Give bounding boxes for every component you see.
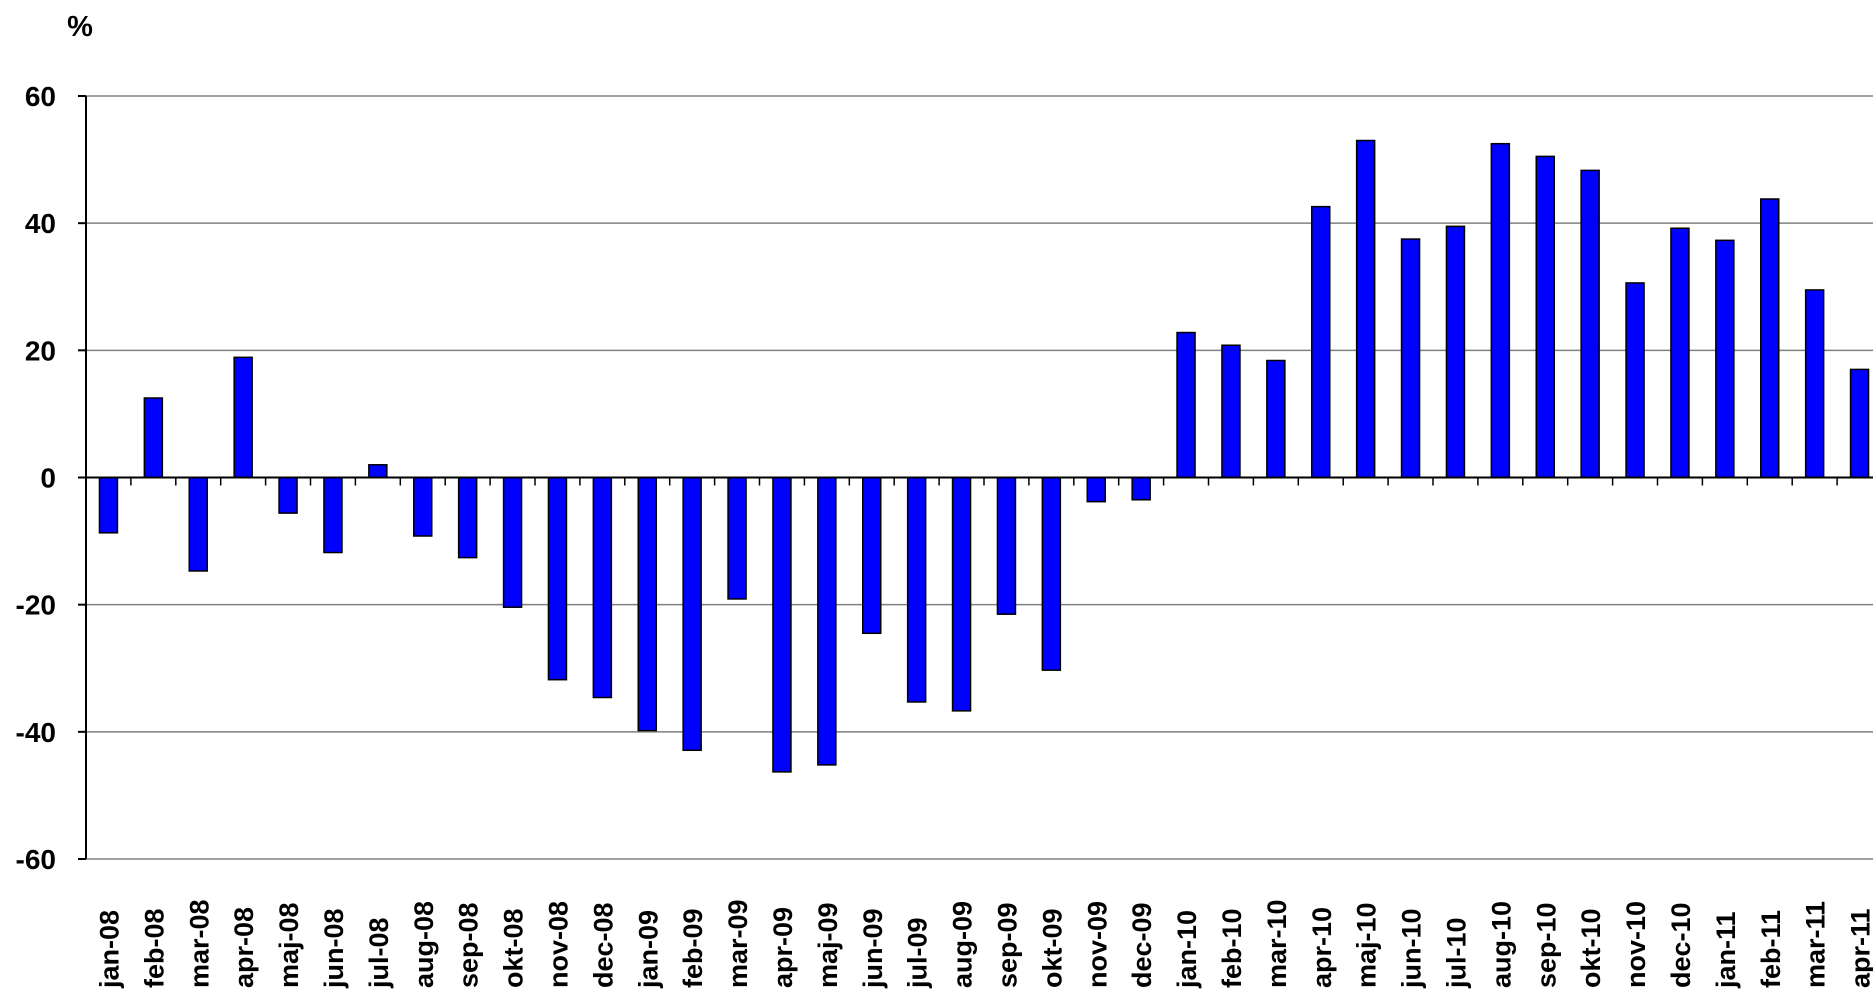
bar-mar-10 bbox=[1266, 359, 1286, 479]
x-tick-label: apr-10 bbox=[1307, 907, 1337, 988]
x-tick-label: jan-10 bbox=[1172, 910, 1202, 989]
x-tick-label: jun-10 bbox=[1397, 908, 1427, 989]
axes bbox=[78, 95, 1873, 860]
bar-feb-08 bbox=[143, 397, 164, 479]
bar-maj-08 bbox=[278, 476, 298, 514]
bar-jul-10 bbox=[1445, 225, 1466, 479]
x-tick-label: nov-09 bbox=[1082, 901, 1112, 988]
bar-okt-08 bbox=[502, 476, 523, 608]
bar-aug-09 bbox=[951, 476, 972, 712]
x-tick-label: maj-09 bbox=[813, 902, 843, 988]
bar-maj-10 bbox=[1355, 139, 1376, 479]
x-tick-label: sep-08 bbox=[454, 902, 484, 988]
bar-jan-09 bbox=[637, 476, 657, 732]
bar-mar-09 bbox=[727, 476, 747, 600]
bar-sep-10 bbox=[1535, 155, 1555, 479]
bar-okt-09 bbox=[1041, 476, 1062, 671]
x-tick-label: jan-09 bbox=[633, 910, 663, 989]
x-tick-label: mar-11 bbox=[1801, 901, 1831, 988]
y-tick-label: 40 bbox=[25, 208, 56, 239]
bar-sep-09 bbox=[996, 476, 1017, 615]
x-tick-label: dec-08 bbox=[588, 902, 618, 988]
y-tick-label: -60 bbox=[16, 844, 56, 875]
bar-dec-09 bbox=[1131, 476, 1151, 501]
x-tick-label: jul-09 bbox=[903, 917, 933, 989]
x-tick-label: aug-08 bbox=[409, 901, 439, 988]
x-tick-label: jan-08 bbox=[94, 910, 124, 989]
y-axis-unit-label: % bbox=[67, 11, 93, 43]
bar-mar-08 bbox=[188, 476, 208, 572]
bar-dec-08 bbox=[592, 476, 613, 699]
x-tick-label: apr-11 bbox=[1846, 908, 1873, 988]
x-tick-label: dec-09 bbox=[1127, 902, 1157, 988]
x-tick-label: mar-09 bbox=[723, 899, 753, 988]
bar-apr-08 bbox=[233, 356, 253, 479]
x-tick-label: sep-10 bbox=[1531, 902, 1561, 988]
bar-mar-11 bbox=[1804, 289, 1825, 479]
y-tick-label: 60 bbox=[25, 81, 56, 112]
x-tick-label: mar-10 bbox=[1262, 899, 1292, 988]
x-tick-label: feb-08 bbox=[139, 908, 169, 988]
bar-jun-09 bbox=[862, 476, 882, 635]
x-tick-label: apr-08 bbox=[229, 907, 259, 988]
x-tick-label: apr-09 bbox=[768, 907, 798, 988]
bar-apr-09 bbox=[772, 476, 792, 773]
y-tick-label: 20 bbox=[25, 335, 56, 366]
x-tick-label: aug-10 bbox=[1486, 901, 1516, 988]
bar-okt-10 bbox=[1580, 169, 1600, 479]
x-tick-label: dec-10 bbox=[1666, 902, 1696, 988]
y-tick-label: -40 bbox=[16, 717, 56, 748]
bars bbox=[98, 139, 1870, 773]
bar-feb-11 bbox=[1760, 198, 1780, 479]
x-tick-label: jul-08 bbox=[364, 917, 394, 989]
x-tick-label: jan-11 bbox=[1711, 911, 1741, 989]
x-tick-label: aug-09 bbox=[948, 901, 978, 988]
x-tick-label: nov-10 bbox=[1621, 901, 1651, 988]
x-tick-label: feb-10 bbox=[1217, 908, 1247, 988]
bar-nov-08 bbox=[547, 476, 568, 681]
bar-jun-10 bbox=[1400, 238, 1421, 479]
bar-aug-10 bbox=[1490, 142, 1511, 479]
labels: % 60 40 20 0 -20 -40 -60 jan-08 feb-08 mar-08 apr-… bbox=[16, 11, 1873, 989]
x-tick-label: nov-08 bbox=[543, 901, 573, 988]
x-tick-label: maj-08 bbox=[274, 902, 304, 988]
x-tick-label: okt-10 bbox=[1576, 908, 1606, 988]
x-tick-label: mar-08 bbox=[184, 899, 214, 988]
bar-apr-11 bbox=[1849, 368, 1870, 479]
x-tick-label: feb-11 bbox=[1756, 910, 1786, 988]
x-tick-label: sep-09 bbox=[992, 902, 1022, 988]
bar-dec-10 bbox=[1670, 227, 1690, 479]
bar-jan-11 bbox=[1715, 239, 1735, 479]
x-tick-label: maj-10 bbox=[1352, 902, 1382, 988]
bar-nov-10 bbox=[1625, 282, 1645, 479]
x-tick-label: feb-09 bbox=[678, 908, 708, 988]
bar-feb-10 bbox=[1221, 344, 1241, 479]
bar-jan-08 bbox=[98, 476, 119, 534]
bar-jul-08 bbox=[368, 464, 388, 479]
y-tick-label: -20 bbox=[16, 590, 56, 621]
bar-aug-08 bbox=[413, 476, 433, 537]
bar-jan-10 bbox=[1176, 331, 1196, 479]
x-tick-label: okt-08 bbox=[499, 908, 529, 988]
bar-maj-09 bbox=[817, 476, 837, 766]
y-tick-label: 0 bbox=[40, 463, 56, 494]
x-tick-label: jun-09 bbox=[858, 908, 888, 989]
x-tick-label: jul-10 bbox=[1441, 917, 1471, 989]
bar-jul-09 bbox=[906, 476, 927, 703]
x-tick-label: okt-09 bbox=[1037, 908, 1067, 988]
bar-sep-08 bbox=[457, 476, 478, 559]
x-tick-label: jun-08 bbox=[319, 908, 349, 989]
bar-nov-09 bbox=[1086, 476, 1106, 503]
bar-jun-08 bbox=[323, 476, 343, 554]
bar-feb-09 bbox=[682, 476, 702, 752]
bar-apr-10 bbox=[1311, 205, 1331, 479]
